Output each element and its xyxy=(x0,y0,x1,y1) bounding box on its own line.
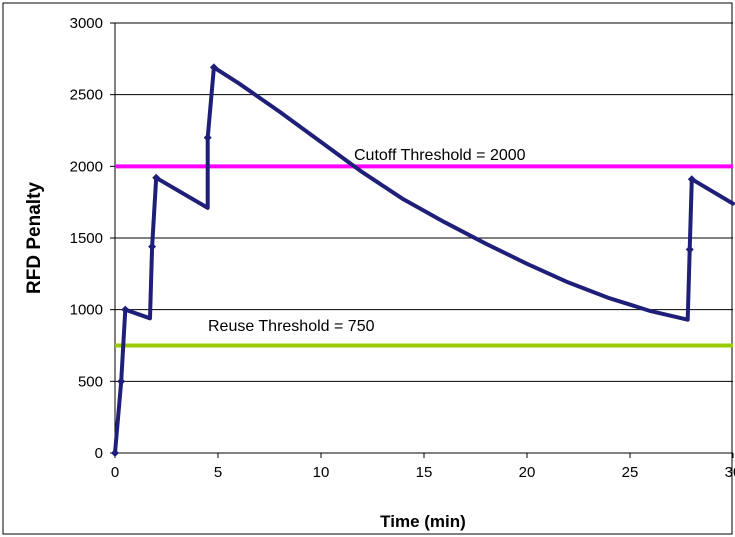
data-point xyxy=(685,245,694,254)
x-axis-title: Time (min) xyxy=(380,512,466,531)
y-tick-label: 2000 xyxy=(70,158,103,175)
reference-lines: Cutoff Threshold = 2000 Reuse Threshold =… xyxy=(115,147,733,348)
data-point xyxy=(687,175,696,184)
y-tick-label: 1500 xyxy=(70,230,103,247)
x-tick-label: 10 xyxy=(313,464,330,481)
data-point xyxy=(203,133,212,142)
y-tick-label: 500 xyxy=(78,373,103,390)
series-line xyxy=(113,65,735,455)
data-point xyxy=(111,449,119,457)
data-point xyxy=(117,377,126,386)
x-tick-label: 25 xyxy=(622,464,639,481)
series-penalty xyxy=(111,63,735,457)
data-point xyxy=(121,305,130,314)
y-tick-label: 0 xyxy=(95,445,103,462)
reference-line-label: Cutoff Threshold = 2000 xyxy=(354,147,526,164)
x-tick-label: 0 xyxy=(111,464,119,481)
data-point xyxy=(148,242,157,251)
x-tick-label: 5 xyxy=(214,464,222,481)
reference-line-label: Reuse Threshold = 750 xyxy=(208,318,375,335)
y-tick-label: 3000 xyxy=(70,15,103,32)
axes xyxy=(110,22,734,458)
y-tick-labels: 0 500 1000 1500 2000 2500 3000 xyxy=(70,15,103,462)
x-tick-label: 15 xyxy=(416,464,433,481)
y-tick-label: 1000 xyxy=(70,302,103,319)
x-tick-label: 30 xyxy=(725,464,735,481)
y-tick-label: 2500 xyxy=(70,87,103,104)
x-tick-labels: 0 5 10 15 20 25 30 xyxy=(111,464,735,481)
x-tick-label: 20 xyxy=(519,464,536,481)
data-point xyxy=(152,173,161,182)
data-point xyxy=(209,63,218,72)
y-axis-title: RFD Penalty xyxy=(24,182,45,294)
